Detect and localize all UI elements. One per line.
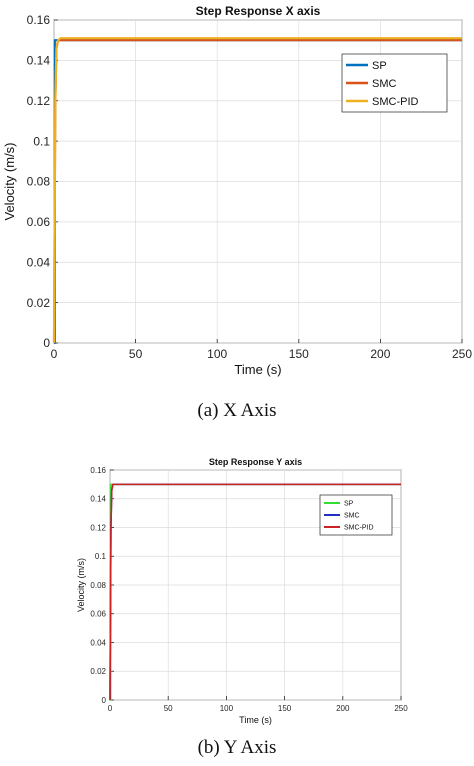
caption-b: (b) Y Axis xyxy=(197,737,277,758)
chart-x-axis: 0 50 100 150 200 250 0 0.02 0.04 0.06 0.08 0.1 0.12 0… xyxy=(2,4,472,377)
x-tick-label: 250 xyxy=(452,347,472,361)
chart-title: Step Response X axis xyxy=(196,4,321,18)
x-tick-label: 100 xyxy=(220,704,234,713)
y-tick-label: 0.04 xyxy=(90,638,106,647)
x-tick-label: 200 xyxy=(336,704,350,713)
y-tick-label: 0 xyxy=(43,336,50,350)
legend-label: SMC xyxy=(344,512,360,519)
y-tick-label: 0.16 xyxy=(27,13,51,27)
y-tick-label: 0.02 xyxy=(27,296,51,310)
y-tick-label: 0.12 xyxy=(27,94,51,108)
caption-a: (a) X Axis xyxy=(197,400,277,421)
x-axis-label: Time (s) xyxy=(234,362,281,377)
legend-label: SMC-PID xyxy=(372,96,419,108)
y-axis-label: Velocity (m/s) xyxy=(2,142,17,220)
y-tick-label: 0.08 xyxy=(27,175,51,189)
y-tick-label: 0.14 xyxy=(27,54,51,68)
y-tick-label: 0.16 xyxy=(90,466,106,475)
x-tick-label: 150 xyxy=(278,704,292,713)
x-tick-label: 50 xyxy=(164,704,173,713)
x-axis-label: Time (s) xyxy=(239,715,272,725)
y-axis-label: Velocity (m/s) xyxy=(76,558,86,612)
y-tick-label: 0.02 xyxy=(90,667,106,676)
x-tick-label: 150 xyxy=(289,347,309,361)
y-tick-label: 0.1 xyxy=(33,134,50,148)
x-tick-label: 50 xyxy=(129,347,143,361)
legend-label: SMC-PID xyxy=(344,524,374,531)
y-tick-label: 0.06 xyxy=(27,215,51,229)
x-tick-label: 200 xyxy=(370,347,390,361)
legend-label: SP xyxy=(372,60,387,72)
y-tick-label: 0 xyxy=(102,696,107,705)
y-tick-label: 0.06 xyxy=(90,610,106,619)
chart-y-axis: 0 50 100 150 200 250 0 0.02 0.04 0.06 0.08 0.1 0.12 0… xyxy=(76,457,408,725)
legend-label: SP xyxy=(344,500,354,507)
y-tick-label: 0.08 xyxy=(90,581,106,590)
y-tick-label: 0.04 xyxy=(27,255,51,269)
x-tick-label: 250 xyxy=(394,704,408,713)
y-tick-label: 0.1 xyxy=(95,552,107,561)
x-tick-label: 0 xyxy=(51,347,58,361)
series-line-smc-pid xyxy=(52,37,462,344)
x-tick-label: 100 xyxy=(207,347,227,361)
series-line-smc-pid xyxy=(109,483,401,701)
y-tick-label: 0.12 xyxy=(90,523,106,532)
y-tick-label: 0.14 xyxy=(90,495,106,504)
legend-label: SMC xyxy=(372,78,397,90)
chart-title: Step Response Y axis xyxy=(209,457,302,467)
x-tick-label: 0 xyxy=(108,704,113,713)
